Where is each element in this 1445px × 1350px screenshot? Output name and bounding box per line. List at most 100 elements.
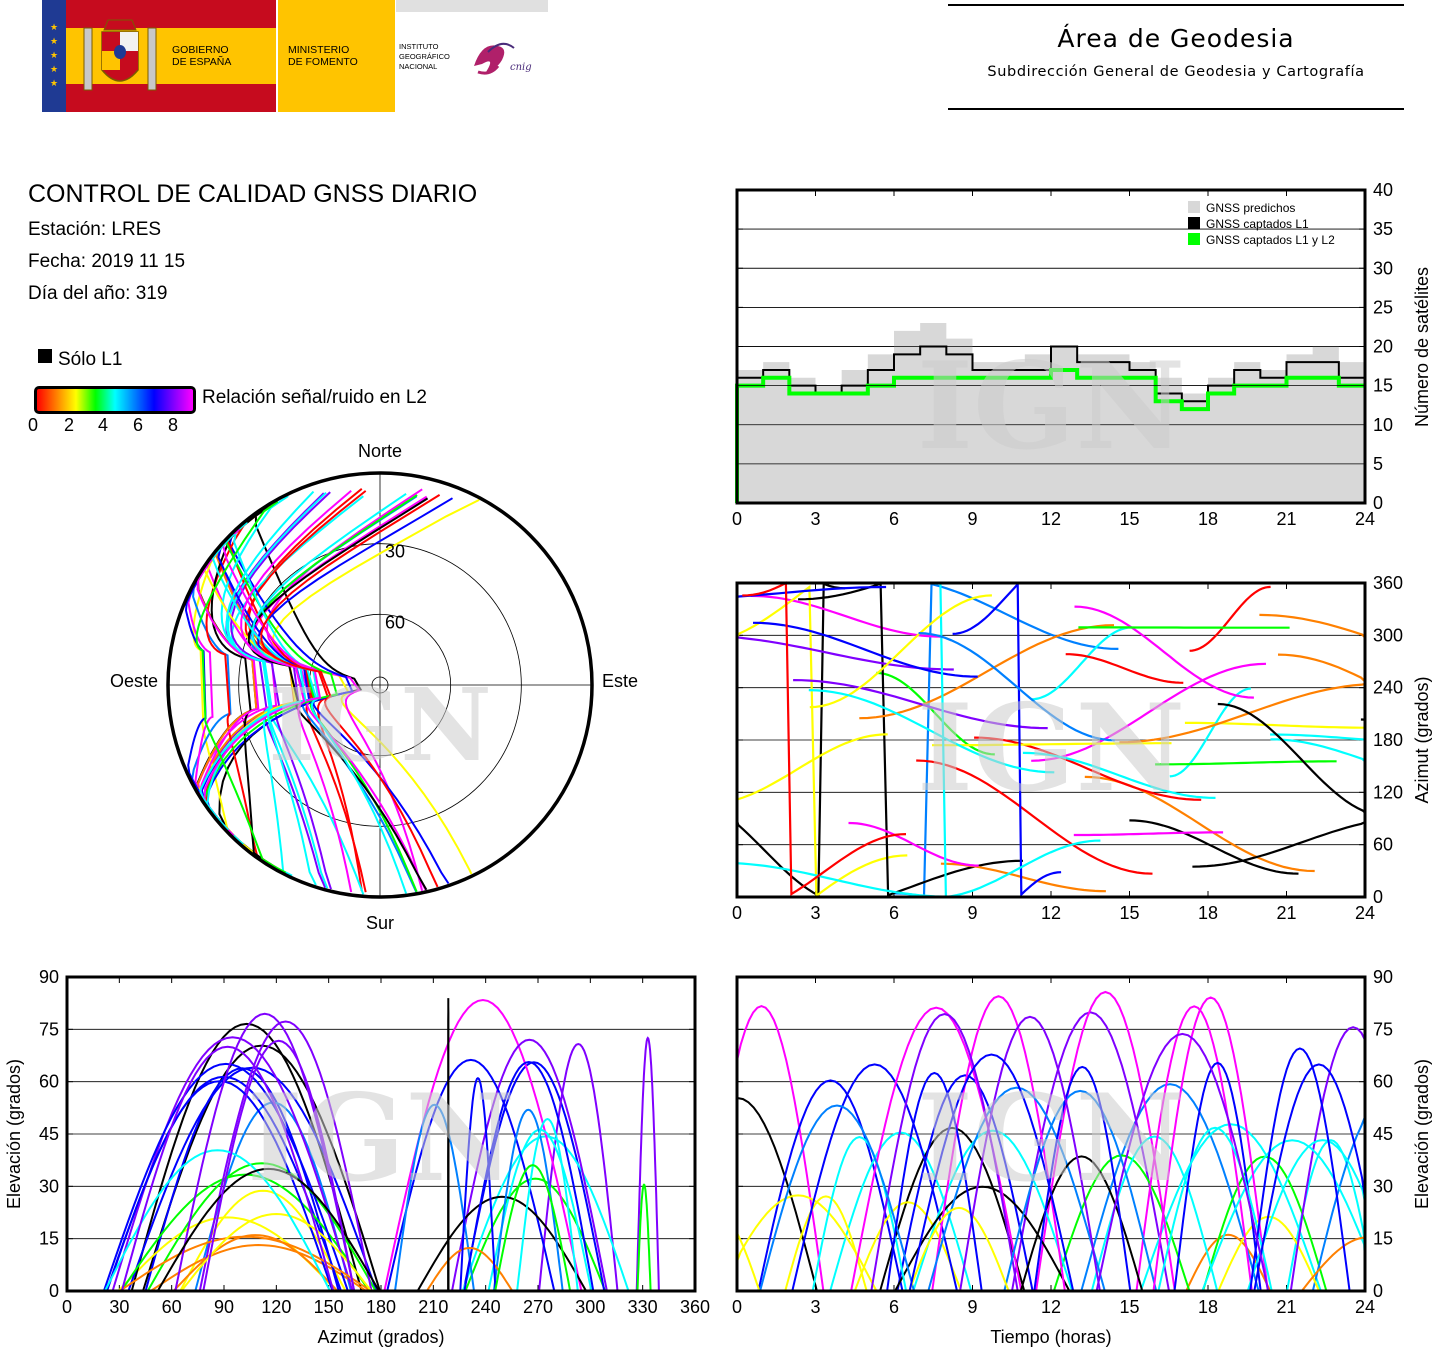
x-tick-label: 3 [810, 1297, 820, 1317]
satellite-track [894, 582, 1119, 898]
satellite-track [1084, 775, 1315, 873]
elevation-time-track [927, 1086, 1106, 1292]
satellite-track [1031, 662, 1267, 762]
elevation-time-track [1080, 1083, 1260, 1292]
satellite-track [932, 742, 1172, 747]
sky-track [244, 490, 367, 893]
satellite-track [1189, 585, 1271, 652]
y-tick-label: 240 [1373, 678, 1403, 698]
sky-track [260, 494, 441, 888]
elevation-time-track [791, 1063, 958, 1292]
satellite-track [876, 671, 995, 756]
x-tick-label: 24 [1355, 1297, 1375, 1317]
elevation-azimuth-track [106, 1080, 334, 1292]
coat-of-arms-icon [78, 12, 162, 102]
direction-east: Este [602, 671, 638, 691]
sky-track [225, 492, 327, 889]
x-tick-label: 12 [1041, 903, 1061, 923]
min-line-1: MINISTERIO [288, 44, 350, 56]
elevation-time-track [1253, 1063, 1366, 1292]
y-axis-label: Azimut (grados) [1412, 676, 1432, 803]
elevation-time-track [886, 1071, 983, 1292]
sky-track [210, 506, 272, 866]
elevation-azimuth-track [120, 1045, 335, 1292]
elevation-azimuth-track [383, 998, 583, 1292]
satellite-track [1259, 613, 1367, 672]
x-tick-label: 0 [732, 509, 742, 529]
y-tick-label: 45 [39, 1124, 59, 1144]
x-tick-label: 15 [1119, 509, 1139, 529]
sky-track [200, 530, 311, 835]
x-tick-label: 21 [1276, 509, 1296, 529]
x-tick-label: 210 [418, 1297, 448, 1317]
elevation-azimuth-track [464, 1177, 607, 1292]
snr-tick: 0 [28, 415, 39, 435]
elevation-azimuth-track [119, 1235, 372, 1292]
satellite-track [952, 581, 1062, 898]
elevation-azimuth-track [461, 1135, 630, 1292]
ign-line-1: INSTITUTO [399, 42, 439, 51]
direction-north: Norte [358, 441, 402, 461]
solo-l1-swatch [38, 349, 52, 363]
date-label: Fecha: 2019 11 15 [28, 251, 186, 272]
sky-track [249, 495, 418, 893]
x-tick-label: 18 [1198, 903, 1218, 923]
x-tick-label: 18 [1198, 509, 1218, 529]
y-tick-label: 15 [1373, 1229, 1393, 1249]
sky-track [205, 526, 354, 837]
satellite-track [859, 624, 1115, 720]
sky-track [184, 536, 232, 830]
elevation-time-track [1152, 996, 1269, 1292]
elevation-time-track [1185, 1233, 1272, 1292]
satellite-track [1277, 653, 1367, 732]
x-tick-label: 240 [471, 1297, 501, 1317]
elevation-azimuth-track [104, 1149, 331, 1292]
satellite-track [1074, 605, 1254, 699]
elevation-azimuth-track [120, 1173, 371, 1292]
satellite-track [735, 582, 846, 898]
sky-horizon [166, 471, 594, 899]
elevation-time-track [1090, 1135, 1219, 1292]
elevation-time-track [908, 1206, 1010, 1292]
elevation-time-track [1035, 990, 1176, 1292]
elevation-time-track [870, 1012, 1019, 1292]
satellite-track [1169, 687, 1251, 778]
y-tick-label: 0 [49, 1281, 59, 1301]
y-tick-label: 30 [39, 1176, 59, 1196]
elevation-time-track [912, 1129, 1074, 1292]
sky-track [251, 495, 428, 891]
plot-border [735, 581, 1367, 899]
snr-tick: 8 [168, 415, 179, 435]
sky-track [195, 536, 258, 827]
elevation-time-track [1019, 1155, 1144, 1292]
y-axis-label: Elevación (grados) [4, 1059, 24, 1209]
ring-label-30: 30 [385, 542, 405, 562]
ign-watermark: IGN [247, 1068, 515, 1209]
ring-label-60: 60 [385, 612, 405, 632]
x-tick-label: 15 [1119, 1297, 1139, 1317]
elevation-time-track [1135, 1005, 1253, 1292]
eu-stars: ★ ★ ★ ★ ★ [49, 22, 59, 88]
elevation-time-track [757, 1079, 904, 1292]
sky-track [196, 535, 260, 827]
y-tick-label: 20 [1373, 337, 1393, 357]
elevation-azimuth-track [636, 1183, 652, 1292]
x-tick-label: 120 [261, 1297, 291, 1317]
elevation-azimuth-track [386, 1058, 556, 1292]
y-tick-label: 75 [1373, 1019, 1393, 1039]
elevation-azimuth-track [459, 1076, 497, 1292]
sky-track [187, 530, 238, 833]
x-tick-label: 150 [314, 1297, 344, 1317]
elevation-time-track [1246, 1139, 1366, 1292]
area-subtitle: Subdirección General de Geodesia y Carto… [987, 64, 1365, 80]
elevation-time-track [1095, 1032, 1270, 1292]
y-tick-label: 0 [1373, 493, 1383, 513]
x-axis-label: Azimut (grados) [317, 1327, 444, 1347]
satellite-track [798, 582, 1024, 897]
elevation-azimuth-track [463, 1060, 595, 1292]
x-axis-label: Tiempo (horas) [990, 1327, 1111, 1347]
direction-south: Sur [366, 913, 394, 933]
x-tick-label: 0 [62, 1297, 72, 1317]
satellite-track [1270, 733, 1367, 742]
series-area-predicted [737, 323, 1365, 503]
